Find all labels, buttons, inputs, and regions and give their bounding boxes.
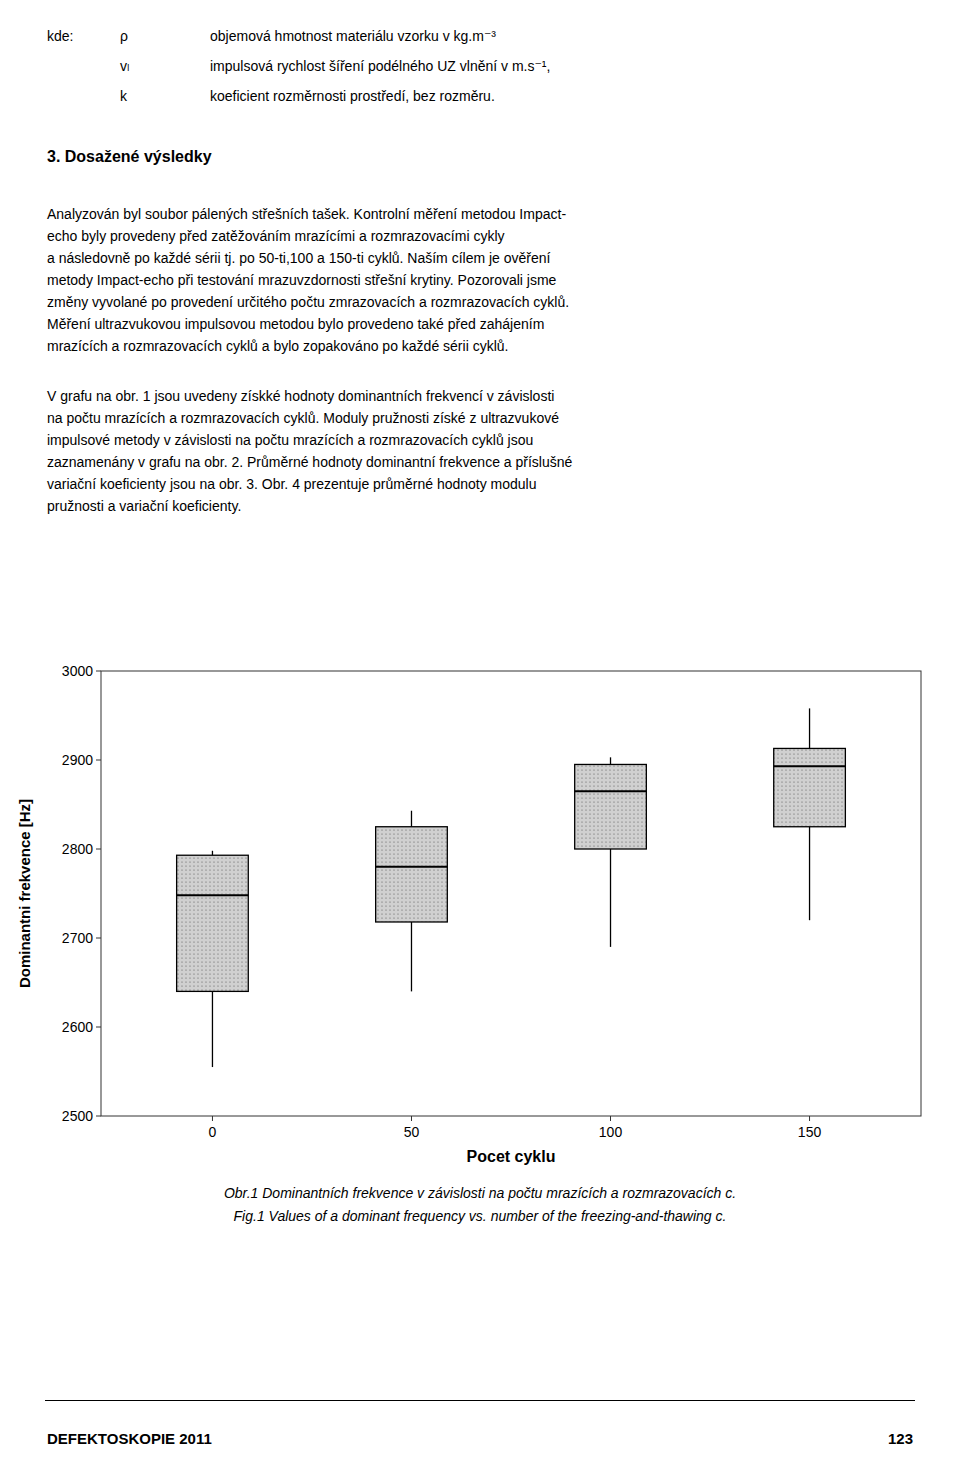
- y-label: Dominantni frekvence [Hz]: [16, 799, 33, 988]
- y-tick: [96, 1116, 101, 1117]
- section-title: 3. Dosažené výsledky: [47, 148, 212, 166]
- paragraph-line: změny vyvolané po provedení určitého poč…: [47, 294, 569, 310]
- paragraph-line: echo byly provedeny před zatěžováním mra…: [47, 228, 505, 244]
- x-label: Pocet cyklu: [467, 1148, 556, 1165]
- box: [575, 764, 647, 849]
- box: [177, 855, 249, 991]
- paragraph-line: mrazících a rozmrazovacích cyklů a bylo …: [47, 338, 508, 354]
- header-label: kde:: [47, 28, 73, 44]
- plot-frame: [101, 671, 921, 1116]
- whisker-high: [212, 851, 213, 855]
- y-tick: [96, 849, 101, 850]
- y-tick-label: 3000: [62, 663, 93, 679]
- paragraph-line: a následovně po každé sérii tj. po 50-ti…: [47, 250, 550, 266]
- whisker-low: [610, 849, 611, 947]
- y-tick-label: 2900: [62, 752, 93, 768]
- paragraph-line: zaznamenány v grafu na obr. 2. Průměrné …: [47, 454, 572, 470]
- footer-rule: [45, 1400, 915, 1401]
- caption: Obr.1 Dominantních frekvence v závislost…: [224, 1185, 736, 1201]
- y-tick: [96, 671, 101, 672]
- header-text: objemová hmotnost materiálu vzorku v kg.…: [210, 28, 496, 44]
- paragraph-line: variační koeficienty jsou na obr. 3. Obr…: [47, 476, 537, 492]
- header-symbol: k: [120, 88, 127, 104]
- median: [774, 765, 846, 767]
- paragraph-line: na počtu mrazících a rozmrazovacích cykl…: [47, 410, 559, 426]
- whisker-low: [809, 827, 810, 920]
- box: [376, 827, 448, 922]
- paragraph-line: V grafu na obr. 1 jsou uvedeny získké ho…: [47, 388, 554, 404]
- paragraph-line: pružnosti a variační koeficienty.: [47, 498, 241, 514]
- header-symbol: ρ: [120, 28, 128, 44]
- whisker-low: [212, 991, 213, 1067]
- x-tick-label: 50: [404, 1124, 420, 1140]
- header-symbol: vₗ: [120, 58, 129, 74]
- median: [177, 894, 249, 896]
- x-tick-label: 0: [209, 1124, 217, 1140]
- x-tick: [610, 1116, 611, 1121]
- x-tick-label: 100: [599, 1124, 623, 1140]
- y-tick-label: 2500: [62, 1108, 93, 1124]
- footer-left: DEFEKTOSKOPIE 2011: [47, 1430, 212, 1447]
- y-tick-label: 2800: [62, 841, 93, 857]
- y-tick: [96, 760, 101, 761]
- box: [774, 748, 846, 826]
- whisker-high: [809, 708, 810, 748]
- boxes: [177, 708, 846, 1067]
- x-tick: [212, 1116, 213, 1121]
- chart: 0 50 100 150 2500 2600 2700 2800 2900 3000 Pocet c…: [0, 640, 960, 1170]
- header-text: impulsová rychlost šíření podélného UZ v…: [210, 58, 550, 74]
- median: [575, 790, 647, 792]
- paragraph-line: Měření ultrazvukovou impulsovou metodou …: [47, 316, 544, 332]
- y-tick: [96, 1027, 101, 1028]
- y-tick-label: 2700: [62, 930, 93, 946]
- x-tick-label: 150: [798, 1124, 822, 1140]
- whisker-high: [411, 811, 412, 827]
- whisker-high: [610, 757, 611, 764]
- y-tick: [96, 938, 101, 939]
- paragraph-line: impulsové metody v závislosti na počtu m…: [47, 432, 533, 448]
- paragraph-line: Analyzován byl soubor pálených střešních…: [47, 206, 566, 222]
- whisker-low: [411, 922, 412, 991]
- median: [376, 866, 448, 868]
- caption: Fig.1 Values of a dominant frequency vs.…: [234, 1208, 727, 1224]
- x-tick: [411, 1116, 412, 1121]
- x-tick: [809, 1116, 810, 1121]
- header-text: koeficient rozměrnosti prostředí, bez ro…: [210, 88, 495, 104]
- footer-right: 123: [888, 1430, 913, 1447]
- y-tick-label: 2600: [62, 1019, 93, 1035]
- paragraph-line: metody Impact-echo při testování mrazuvz…: [47, 272, 556, 288]
